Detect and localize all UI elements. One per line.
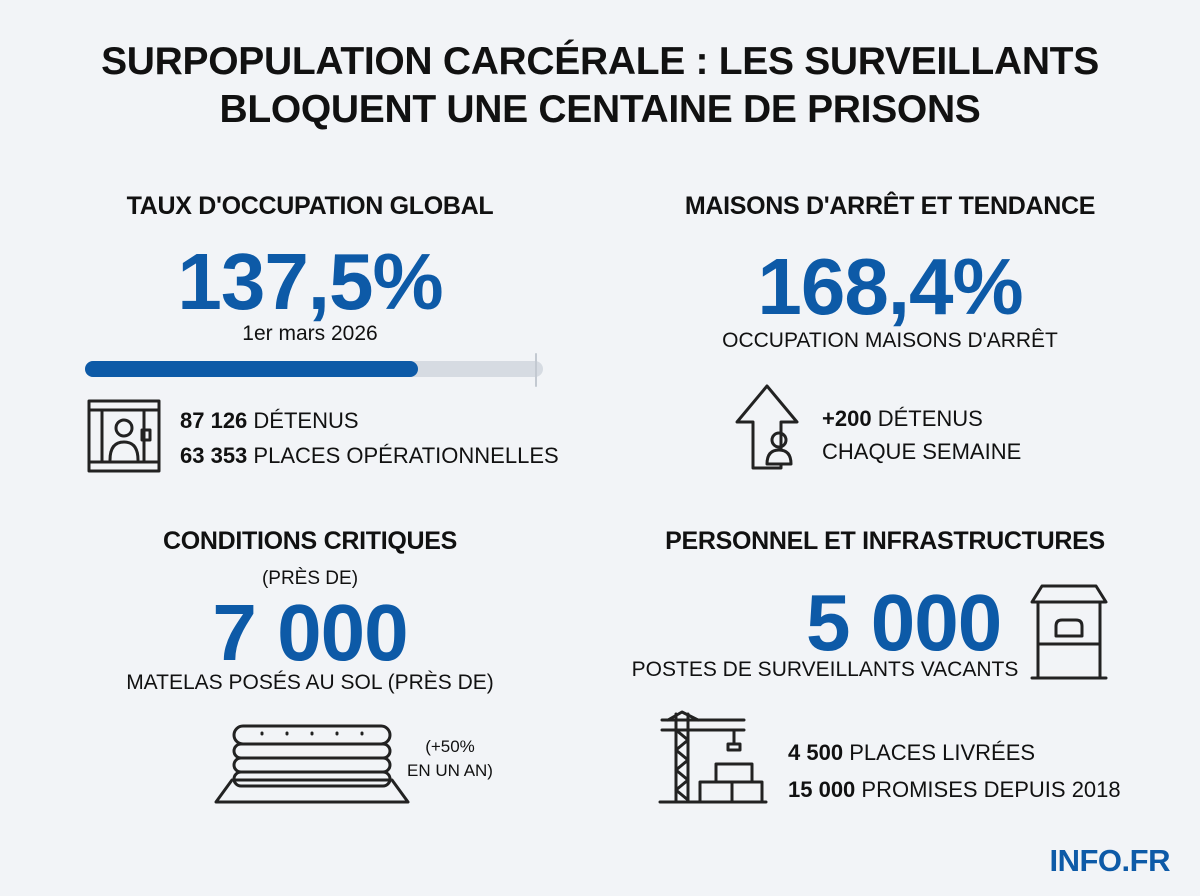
construction-icon (658, 710, 768, 804)
title-line: BLOQUENT UNE CENTAINE DE PRISONS (219, 88, 981, 131)
stat: 4 500 PLACES LIVRÉES (788, 740, 1035, 766)
big-value: 137,5% (177, 237, 443, 326)
text: 4 500 (788, 740, 844, 765)
caption: POSTES DE SURVEILLANTS VACANTS (631, 658, 1019, 681)
note: (+50% EN UN AN) (400, 735, 500, 783)
text: DÉTENUS (253, 408, 359, 433)
date: 1er mars 2026 (242, 322, 378, 345)
stat: 87 126 DÉTENUS (180, 408, 359, 434)
caption: OCCUPATION MAISONS D'ARRÊT (722, 329, 1058, 352)
stat: +200 DÉTENUS (822, 406, 983, 432)
section-heading: MAISONS D'ARRÊT ET TENDANCE (684, 192, 1096, 220)
text: 87 126 (180, 408, 248, 433)
big-value: 168,4% (757, 242, 1023, 331)
section-heading: PERSONNEL ET INFRASTRUCTURES (665, 527, 1105, 555)
brand: INFO.FR (1049, 843, 1171, 878)
title-line: SURPOPULATION CARCÉRALE : LES SURVEILLAN… (101, 40, 1099, 83)
text: 15 000 (788, 777, 856, 802)
text: 63 353 (180, 443, 248, 468)
text: PLACES OPÉRATIONNELLES (253, 443, 559, 468)
trend-icon (735, 384, 799, 470)
section-heading: TAUX D'OCCUPATION GLOBAL (126, 192, 494, 220)
text: (+50% (425, 737, 475, 756)
text: +200 (822, 406, 872, 431)
text: EN UN AN) (407, 761, 493, 780)
section-heading: CONDITIONS CRITIQUES (162, 527, 457, 555)
cell-icon (87, 399, 161, 473)
prefix: (PRÈS DE) (261, 568, 359, 589)
text: PLACES LIVRÉES (849, 740, 1036, 765)
mattress-icon (214, 724, 410, 804)
big-value: 7 000 (212, 588, 408, 677)
stat: 63 353 PLACES OPÉRATIONNELLES (180, 443, 559, 469)
stat: CHAQUE SEMAINE (822, 439, 1022, 464)
text: DÉTENUS (877, 406, 983, 431)
stat: 15 000 PROMISES DEPUIS 2018 (788, 777, 1121, 803)
caption: MATELAS POSÉS AU SOL (PRÈS DE) (126, 671, 494, 694)
text: PROMISES DEPUIS 2018 (861, 777, 1121, 802)
big-value: 5 000 (806, 578, 1002, 667)
progress-bar (85, 353, 543, 387)
watchtower-icon (1030, 584, 1108, 680)
